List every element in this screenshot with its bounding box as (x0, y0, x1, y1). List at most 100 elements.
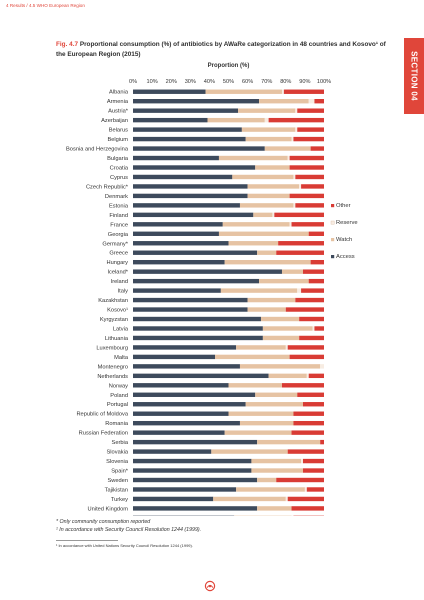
bar-segment-watch (257, 250, 277, 255)
bar-segment-access (133, 212, 254, 218)
legend-label-other: Other (336, 203, 351, 209)
bar-segment-other (289, 165, 324, 170)
bar-segment-access (133, 222, 223, 227)
bar-segment-access (133, 297, 248, 303)
chart-notes: * Only community consumption reported ¹ … (56, 518, 201, 535)
bar-segment-other (295, 297, 324, 303)
bar-segment-access (133, 487, 237, 492)
bar-segment-other (276, 250, 324, 255)
bar-segment-other (314, 326, 324, 331)
figure-number: Fig. 4.7 (56, 41, 79, 48)
bar-segment-watch (232, 174, 294, 180)
bar-segment-other (289, 354, 324, 360)
bar-segment-other (293, 136, 324, 142)
figure-title-text: Proportional consumption (%) of antibiot… (56, 41, 386, 58)
x-tick-label: 10% (146, 79, 157, 85)
bar-segment-access (133, 383, 229, 388)
category-label: Croatia (110, 165, 129, 171)
bar-segment-watch (228, 241, 279, 246)
bar-segment-other (302, 402, 324, 407)
bar-segment-other (295, 203, 324, 208)
bar-segment-watch (281, 269, 303, 274)
bar-segment-watch (228, 411, 294, 416)
bar-segment-access (133, 345, 237, 350)
category-label: Republic of Moldova (76, 412, 128, 418)
category-label: Latvia (113, 326, 129, 332)
bar-segment-watch (257, 477, 277, 483)
bar-segment-access (133, 335, 263, 341)
bar-segment-other (310, 146, 324, 151)
bar-segment-other (274, 212, 324, 218)
bar-segment-access (133, 193, 248, 199)
bar-segment-reserve (301, 458, 303, 464)
bar-segment-other (285, 307, 324, 312)
bar-segment-reserve (287, 155, 290, 161)
category-label: Norway (109, 383, 128, 389)
bar-segment-watch (247, 184, 300, 189)
category-label: Georgia (108, 232, 129, 238)
bar-segment-other (268, 117, 324, 123)
bar-segment-other (314, 99, 324, 104)
bar-segment-watch (257, 506, 292, 511)
legend-label-reserve: Reserve (336, 220, 358, 226)
bar-segment-watch (241, 127, 296, 132)
category-label: Austria* (108, 109, 129, 115)
legend-label-access: Access (336, 254, 355, 260)
bar-segment-watch (215, 354, 290, 360)
bar-segment-watch (260, 316, 300, 322)
bar-segment-watch (247, 193, 290, 199)
bar-segment-access (133, 269, 282, 274)
category-label: Denmark (105, 194, 128, 200)
category-label: Cyprus (110, 175, 128, 181)
x-tick-label: 90% (299, 79, 310, 85)
category-label: Tajikistan (105, 487, 128, 493)
section-tab: SECTION 04 (404, 38, 424, 114)
bar-segment-watch (239, 203, 294, 208)
bar-segment-access (133, 430, 225, 435)
bar-segment-watch (211, 449, 288, 454)
category-label: Armenia (107, 99, 129, 105)
legend-swatch-watch (331, 238, 335, 242)
bar-segment-reserve (272, 212, 275, 218)
bar-segment-other (283, 89, 324, 94)
bar-segment-other (302, 468, 324, 473)
bar-segment-watch (224, 430, 292, 435)
category-label: Lithuania (105, 336, 129, 342)
category-label: Estonia (109, 203, 129, 209)
bar-segment-reserve (299, 184, 302, 189)
bar-segment-access (133, 506, 258, 511)
note-kosovo: ¹ In accordance with Security Council Re… (56, 527, 202, 534)
bar-segment-watch (251, 458, 302, 464)
bar-segment-other (295, 174, 324, 180)
x-tick-label: 70% (261, 79, 272, 85)
bar-segment-access (133, 326, 263, 331)
bar-segment-other (301, 184, 324, 189)
who-logo-icon (204, 580, 216, 592)
category-label: France (110, 222, 128, 228)
bar-rows: Albania Armenia Austria* Azerbaijan Belarus B… (66, 89, 324, 516)
bar-segment-watch (245, 402, 303, 407)
legend-swatch-access (331, 255, 335, 259)
bar-segment-other (320, 439, 324, 445)
category-label: Luxembourg (96, 345, 128, 351)
bar-segment-other (287, 496, 324, 502)
bar-segment-other (297, 392, 324, 397)
bar-segment-watch (207, 117, 265, 123)
bar-segment-access (133, 411, 229, 416)
bar-segment-watch (218, 155, 288, 161)
bar-segment-other (278, 241, 324, 246)
category-label: Bosnia and Herzegovina (66, 147, 129, 153)
bar-segment-access (133, 108, 239, 113)
bar-segment-access (133, 402, 246, 407)
bar-segment-other (287, 449, 324, 454)
x-tick-label: 20% (166, 79, 177, 85)
bar-segment-access (133, 392, 256, 397)
bar-segment-other (291, 430, 324, 435)
bar-segment-watch (238, 108, 296, 113)
bar-segment-watch (222, 222, 290, 227)
bar-segment-access (133, 250, 258, 255)
bar-segment-other (293, 420, 324, 426)
category-label: Russian Federation (79, 431, 128, 437)
legend-swatch-other (331, 204, 335, 208)
category-label: Poland (110, 393, 128, 399)
